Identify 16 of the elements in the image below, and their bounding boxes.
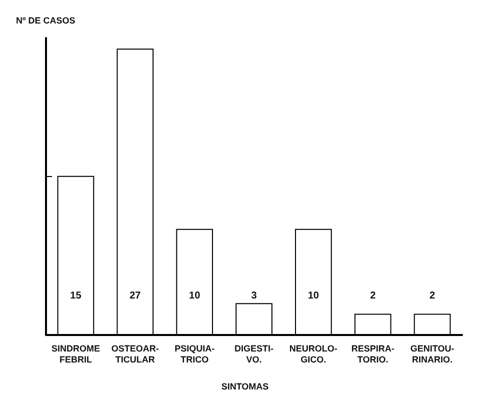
x-tick-label: GENITOU- RINARIO. [410,344,454,364]
data-label: 10 [308,290,320,302]
x-tick-label: SINDROME FEBRIL [51,344,100,364]
data-label: 10 [189,290,201,302]
y-axis-title: Nº DE CASOS [16,16,76,26]
x-tick-label: PSIQUIA- TRICO [174,344,215,364]
x-tick-label: OSTEOAR- TICULAR [111,344,159,364]
data-label: 2 [370,290,376,302]
x-tick-label: RESPIRA- TORIO. [351,344,394,364]
data-label: 2 [430,290,436,302]
x-tick-label: NEUROLO- GICO. [289,344,338,364]
x-tick-label: DIGESTI- VO. [234,344,274,364]
data-label: 3 [251,290,258,302]
x-axis-title: SINTOMAS [221,382,269,392]
data-label: 15 [70,290,82,302]
data-label: 27 [130,290,142,302]
